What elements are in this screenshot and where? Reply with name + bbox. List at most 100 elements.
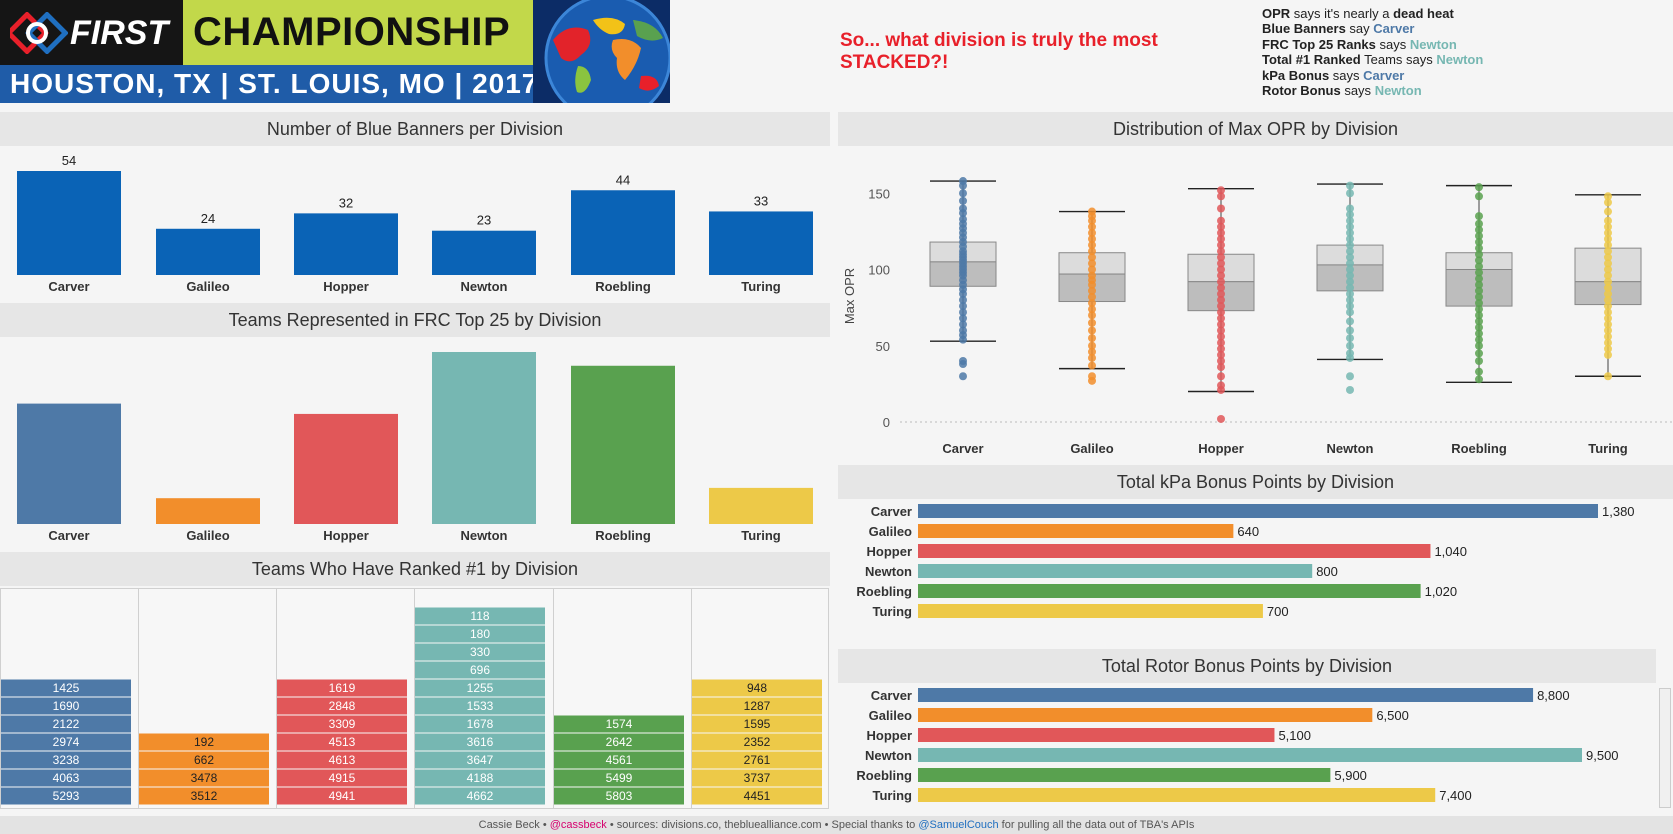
ranked-team-number: 662 bbox=[194, 753, 214, 767]
ranked-team-number: 2352 bbox=[744, 735, 771, 749]
verdict-line: FRC Top 25 Ranks says Newton bbox=[1262, 37, 1662, 52]
opr-point-roebling bbox=[1475, 219, 1483, 228]
rotor-bar-carver bbox=[918, 688, 1534, 702]
opr-point-hopper bbox=[1217, 222, 1225, 231]
opr-point-roebling bbox=[1475, 238, 1483, 247]
ranked-cell-roebling bbox=[554, 715, 684, 733]
opr-point-galileo bbox=[1088, 253, 1096, 262]
opr-point-roebling bbox=[1475, 256, 1483, 265]
opr-point-turing bbox=[1604, 314, 1612, 323]
kpa-value-label: 1,380 bbox=[1602, 504, 1635, 519]
opr-point-hopper bbox=[1217, 357, 1225, 365]
kpa-category-label: Roebling bbox=[856, 584, 912, 599]
ranked-cell-roebling bbox=[554, 787, 684, 805]
ranked-cell-carver bbox=[1, 679, 131, 697]
ranked-cell-turing bbox=[692, 715, 822, 733]
opr-point-turing bbox=[1604, 271, 1612, 280]
opr-point-newton bbox=[1346, 222, 1354, 231]
opr-point-hopper bbox=[1217, 344, 1225, 353]
kpa-category-label: Hopper bbox=[867, 544, 913, 559]
ranked-cell-galileo bbox=[139, 751, 269, 769]
opr-point-roebling bbox=[1475, 341, 1483, 350]
ranked-team-number: 4941 bbox=[329, 789, 356, 803]
verdict-result: Newton bbox=[1374, 83, 1422, 99]
opr-point-hopper bbox=[1217, 314, 1225, 323]
opr-point-newton bbox=[1346, 341, 1354, 350]
opr-point-roebling bbox=[1475, 244, 1483, 253]
opr-point-turing bbox=[1604, 372, 1612, 381]
opr-point-roebling bbox=[1475, 292, 1483, 301]
footer-sources: • sources: divisions.co, thebluealliance… bbox=[606, 819, 919, 831]
top25-title: Teams Represented in FRC Top 25 by Divis… bbox=[0, 303, 830, 337]
ranked-team-number: 3478 bbox=[191, 771, 218, 785]
opr-point-carver bbox=[959, 308, 967, 317]
opr-point-galileo bbox=[1088, 228, 1096, 237]
ranked-team-number: 1255 bbox=[467, 681, 494, 695]
kpa-chart: Carver 1,380 Galileo 640 Hopper 1,040 Newton 80… bbox=[856, 504, 1635, 619]
verdict-metric: kPa Bonus bbox=[1262, 67, 1330, 83]
ranked-cell-newton bbox=[415, 769, 545, 787]
opr-point-galileo bbox=[1088, 216, 1096, 225]
opr-point-turing bbox=[1604, 222, 1612, 231]
opr-point-hopper bbox=[1217, 283, 1225, 292]
verdict-metric: FRC Top 25 Ranks bbox=[1262, 36, 1376, 52]
rotor-value-label: 9,500 bbox=[1586, 748, 1619, 763]
kpa-value-label: 640 bbox=[1237, 524, 1259, 539]
ranked-cell-carver bbox=[1, 751, 131, 769]
opr-point-turing bbox=[1604, 332, 1612, 341]
opr-point-turing bbox=[1604, 320, 1612, 329]
opr-category-label: Galileo bbox=[1070, 441, 1113, 456]
opr-point-turing bbox=[1604, 259, 1612, 268]
footer-handle-samuelcouch[interactable]: @SamuelCouch bbox=[918, 819, 999, 831]
ranked-team-number: 3616 bbox=[467, 735, 494, 749]
opr-point-roebling bbox=[1475, 268, 1483, 277]
rotor-bar-turing bbox=[918, 788, 1436, 802]
kpa-value-label: 1,040 bbox=[1434, 544, 1467, 559]
verdict-connector: say bbox=[1345, 21, 1374, 37]
ranked-cell-hopper bbox=[277, 715, 407, 733]
opr-point-galileo bbox=[1088, 305, 1096, 314]
opr-point-newton bbox=[1346, 334, 1354, 343]
opr-point-turing bbox=[1604, 326, 1612, 335]
opr-point-newton bbox=[1346, 372, 1354, 381]
opr-point-newton bbox=[1346, 302, 1354, 311]
opr-category-label: Newton bbox=[1327, 441, 1374, 456]
verdict-metric: OPR bbox=[1262, 6, 1291, 21]
opr-point-roebling bbox=[1475, 375, 1483, 384]
opr-point-hopper bbox=[1217, 228, 1225, 237]
opr-point-hopper bbox=[1217, 247, 1225, 256]
ranked-cell-roebling bbox=[554, 733, 684, 751]
ranked-cell-turing bbox=[692, 697, 822, 715]
footer-credits: Cassie Beck • @cassbeck • sources: divis… bbox=[0, 816, 1673, 834]
opr-point-galileo bbox=[1088, 341, 1096, 350]
ranked-cell-hopper bbox=[277, 733, 407, 751]
ranked-team-number: 118 bbox=[470, 609, 489, 623]
banners-value-label: 32 bbox=[339, 195, 353, 210]
opr-point-roebling bbox=[1475, 367, 1483, 376]
ranked-team-number: 192 bbox=[194, 735, 214, 749]
verdict-line: OPR says it's nearly a dead heat bbox=[1262, 6, 1662, 21]
top25-bar-newton bbox=[432, 352, 536, 524]
rotor-scrollbar[interactable] bbox=[1659, 688, 1671, 808]
footer-handle-cassbeck[interactable]: @cassbeck bbox=[549, 819, 607, 831]
banners-category-label: Turing bbox=[741, 279, 781, 294]
opr-point-roebling bbox=[1475, 231, 1483, 240]
opr-point-newton bbox=[1346, 228, 1354, 237]
opr-point-turing bbox=[1604, 228, 1612, 237]
blue-banners-chart: 54 Carver 24 Galileo 32 Hopper 23 Newton 44 Roebl… bbox=[17, 153, 813, 294]
ranked-cell-newton bbox=[415, 679, 545, 697]
ranked-team-number: 1595 bbox=[744, 717, 771, 731]
championship-title: CHAMPIONSHIP bbox=[193, 10, 511, 54]
ranked-team-number: 1287 bbox=[744, 699, 771, 713]
opr-point-galileo bbox=[1088, 292, 1096, 301]
opr-point-newton bbox=[1346, 253, 1354, 262]
ranked-cell-newton bbox=[415, 787, 545, 805]
opr-point-newton bbox=[1346, 289, 1354, 298]
ranked-team-number: 1574 bbox=[606, 717, 633, 731]
championship-banner: FIRST CHAMPIONSHIP HOUSTON, TX | ST. LOU… bbox=[0, 0, 670, 103]
verdict-list: OPR says it's nearly a dead heat Blue Ban… bbox=[1262, 6, 1662, 98]
opr-point-roebling bbox=[1475, 250, 1483, 259]
verdict-connector: says bbox=[1375, 36, 1410, 52]
rotor-value-label: 5,900 bbox=[1334, 768, 1367, 783]
opr-point-carver bbox=[959, 320, 967, 329]
